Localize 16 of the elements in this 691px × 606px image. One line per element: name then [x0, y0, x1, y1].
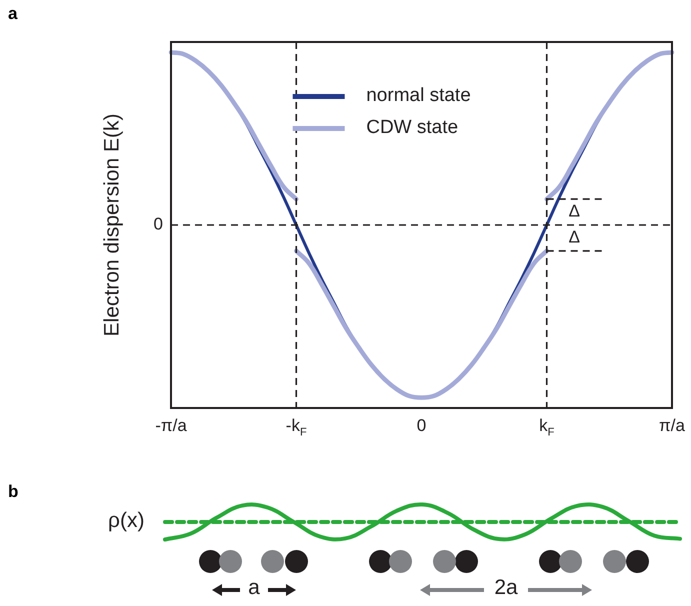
ref-line-label: 0	[154, 214, 163, 234]
x-tick-label: 0	[416, 416, 426, 436]
text: a	[8, 4, 18, 24]
x-tick-label: -π/a	[155, 416, 187, 436]
text: b	[8, 482, 18, 502]
legend-label: CDW state	[366, 117, 458, 139]
x-tick-label: -k$_{F}$	[286, 416, 307, 438]
x-tick-label: π/a	[659, 416, 685, 436]
y-axis-title: ρ(x)	[108, 509, 144, 533]
annotation: Δ	[568, 228, 580, 247]
x-tick-label: k$_{F}$	[539, 416, 554, 438]
text: a	[248, 576, 260, 600]
y-axis-title: Electron dispersion E(k)	[100, 114, 124, 336]
text: 2a	[494, 576, 518, 600]
legend-label: normal state	[366, 85, 471, 107]
annotation: Δ	[568, 202, 580, 221]
